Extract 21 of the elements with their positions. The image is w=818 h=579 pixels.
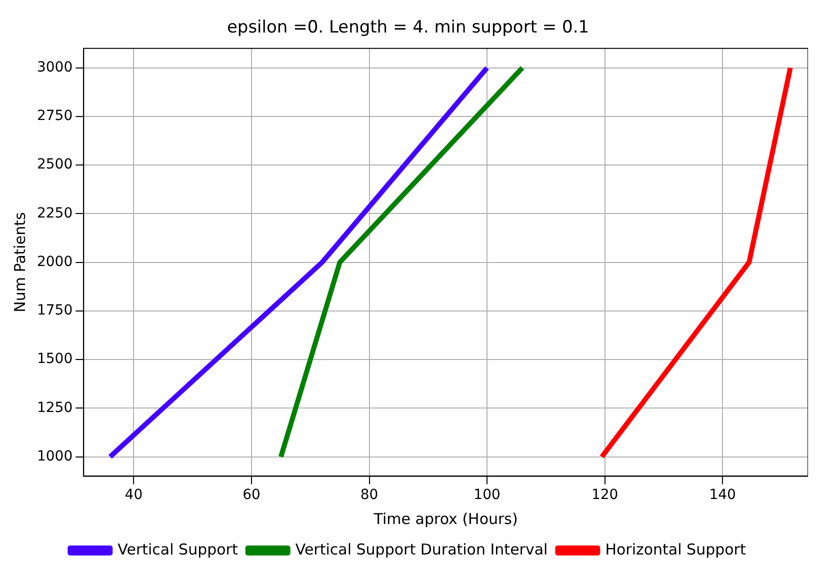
y-tick-label: 1000 — [36, 448, 73, 464]
x-axis-title: Time aprox (Hours) — [372, 510, 518, 528]
legend-label: Vertical Support Duration Interval — [295, 540, 548, 558]
x-tick-label: 60 — [242, 487, 260, 504]
legend-label: Horizontal Support — [605, 540, 746, 558]
y-tick-label: 2750 — [36, 108, 73, 124]
chart-title: epsilon =0. Length = 4. min support = 0.1 — [226, 18, 590, 38]
x-tick-label: 140 — [709, 487, 736, 504]
y-tick-label: 2000 — [36, 254, 73, 270]
x-tick-label: 40 — [124, 487, 143, 504]
legend-label: Vertical Support — [118, 540, 238, 558]
x-tick-label: 100 — [474, 487, 500, 504]
y-tick-label: 1750 — [36, 302, 73, 319]
x-tick-label: 120 — [591, 487, 618, 504]
y-tick-label: 3000 — [36, 59, 73, 76]
y-tick-label: 1250 — [36, 400, 73, 416]
y-tick-label: 2250 — [36, 205, 73, 222]
x-tick-label: 80 — [360, 487, 378, 504]
y-tick-label: 1500 — [36, 351, 73, 368]
y-tick-label: 2500 — [36, 156, 73, 173]
y-axis-title: Num Patients — [10, 212, 29, 312]
